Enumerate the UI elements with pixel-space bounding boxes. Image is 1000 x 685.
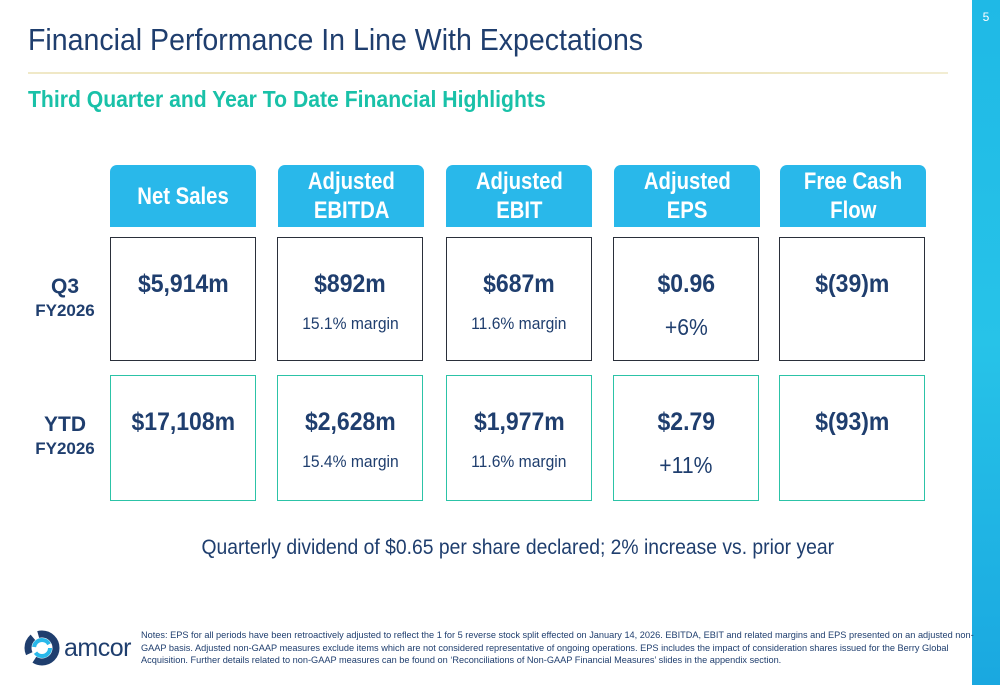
metric-margin: 11.6% margin xyxy=(471,314,567,333)
ytd-net-sales-cell: $17,108m xyxy=(110,375,256,501)
side-accent-bar xyxy=(972,0,1000,685)
row-label-year: FY2026 xyxy=(35,439,95,458)
column-header-net-sales: Net Sales xyxy=(110,165,256,227)
logo-wordmark: amcor xyxy=(64,634,131,662)
title-divider xyxy=(28,72,948,74)
row-label-q3: Q3 FY2026 xyxy=(20,275,110,323)
metric-value: $5,914m xyxy=(137,270,229,298)
q3-adjusted-ebit-cell: $687m 11.6% margin xyxy=(446,237,592,361)
metric-value: $0.96 xyxy=(657,270,715,298)
ytd-adjusted-eps-cell: $2.79 +11% xyxy=(613,375,759,501)
column-header-label: Free Cash xyxy=(803,168,903,195)
metric-value: $892m xyxy=(314,270,386,298)
metric-value: $2,628m xyxy=(304,408,396,436)
dividend-text: Quarterly dividend of $0.65 per share de… xyxy=(201,536,834,559)
row-label-period: Q3 xyxy=(50,275,79,298)
metric-value: $687m xyxy=(483,270,555,298)
metric-margin: 15.4% margin xyxy=(301,452,399,471)
column-header-label-line2: EBITDA xyxy=(313,197,389,224)
ytd-adjusted-ebitda-cell: $2,628m 15.4% margin xyxy=(277,375,423,501)
column-header-label: Adjusted xyxy=(475,168,563,195)
amcor-logo-icon xyxy=(24,630,60,666)
column-header-label: Adjusted xyxy=(307,168,395,195)
column-header-label-line2: EBIT xyxy=(495,197,543,224)
q3-free-cash-flow-cell: $(39)m xyxy=(779,237,925,361)
ytd-adjusted-ebit-cell: $1,977m 11.6% margin xyxy=(446,375,592,501)
metric-margin: 15.1% margin xyxy=(301,314,399,333)
row-label-period: YTD xyxy=(44,413,86,436)
metric-growth: +11% xyxy=(659,452,713,478)
column-header-adjusted-ebit: Adjusted EBIT xyxy=(446,165,592,227)
metric-value: $(39)m xyxy=(814,270,890,298)
dividend-statement: Quarterly dividend of $0.65 per share de… xyxy=(0,536,1000,560)
metric-value: $17,108m xyxy=(131,408,235,436)
column-header-adjusted-eps: Adjusted EPS xyxy=(614,165,760,227)
metric-margin: 11.6% margin xyxy=(471,452,567,471)
metric-value: $1,977m xyxy=(473,408,565,436)
column-header-label-line2: Flow xyxy=(829,197,877,224)
q3-adjusted-eps-cell: $0.96 +6% xyxy=(613,237,759,361)
metric-value: $2.79 xyxy=(657,408,715,436)
column-header-free-cash-flow: Free Cash Flow xyxy=(780,165,926,227)
metric-growth: +6% xyxy=(664,314,708,340)
q3-net-sales-cell: $5,914m xyxy=(110,237,256,361)
column-header-label-line2: EPS xyxy=(666,197,708,224)
page-number: 5 xyxy=(982,10,990,24)
metric-value: $(93)m xyxy=(814,408,890,436)
row-label-ytd: YTD FY2026 xyxy=(20,413,110,461)
q3-adjusted-ebitda-cell: $892m 15.1% margin xyxy=(277,237,423,361)
page-title: Financial Performance In Line With Expec… xyxy=(28,22,644,57)
footnotes: Notes: EPS for all periods have been ret… xyxy=(141,630,974,665)
row-label-year: FY2026 xyxy=(35,301,95,320)
column-header-label: Net Sales xyxy=(137,182,229,210)
column-header-adjusted-ebitda: Adjusted EBITDA xyxy=(278,165,424,227)
page-subtitle: Third Quarter and Year To Date Financial… xyxy=(28,86,546,112)
column-header-label: Adjusted xyxy=(643,168,731,195)
ytd-free-cash-flow-cell: $(93)m xyxy=(779,375,925,501)
